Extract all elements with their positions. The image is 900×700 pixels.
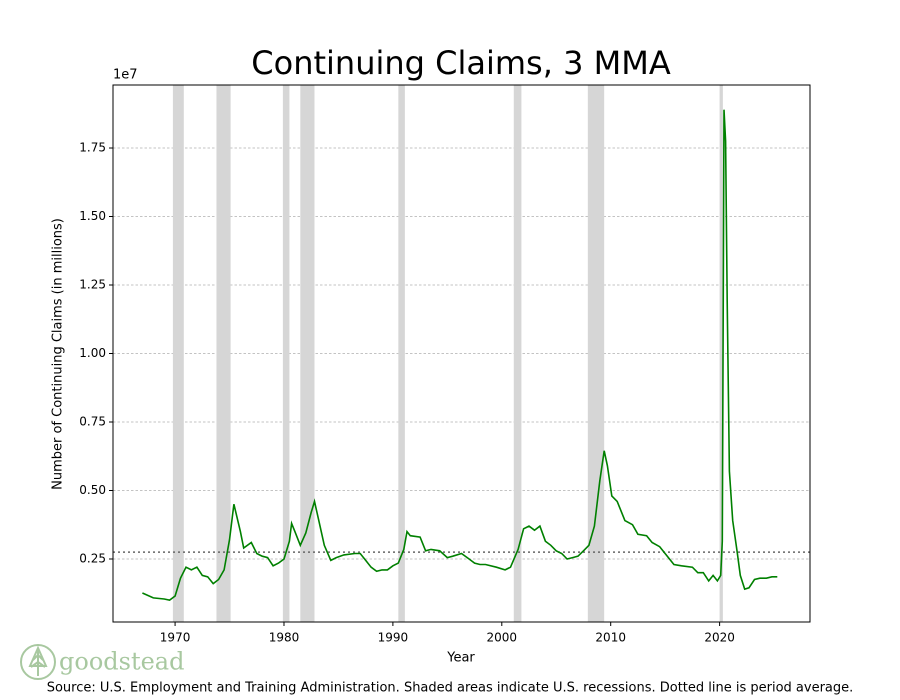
logo-text: goodstead <box>59 648 184 676</box>
x-tick-label: 2000 <box>487 631 518 645</box>
logo-icon <box>20 644 56 680</box>
y-tick-label: 1.25 <box>79 278 106 292</box>
recession-band <box>282 85 290 622</box>
source-note: Source: U.S. Employment and Training Adm… <box>47 681 854 696</box>
recession-band <box>172 85 184 622</box>
y-tick-label: 1.75 <box>79 141 106 155</box>
recession-band <box>719 85 723 622</box>
x-tick-label: 1970 <box>160 631 191 645</box>
x-tick-label: 2020 <box>704 631 735 645</box>
x-axis-label: Year <box>446 651 475 666</box>
recession-band <box>587 85 605 622</box>
x-tick-label: 1980 <box>269 631 300 645</box>
x-tick-label: 1990 <box>378 631 409 645</box>
recession-band <box>216 85 231 622</box>
y-offset-label: 1e7 <box>113 68 138 83</box>
data-line <box>142 109 778 601</box>
x-tick-label: 2010 <box>595 631 626 645</box>
y-axis-label: Number of Continuing Claims (in millions… <box>51 218 66 490</box>
y-tick-label: 1.50 <box>79 209 106 223</box>
recession-band <box>513 85 522 622</box>
y-tick-label: 0.25 <box>79 551 106 565</box>
recession-band <box>300 85 315 622</box>
chart-title: Continuing Claims, 3 MMA <box>251 44 671 82</box>
y-tick-label: 1.00 <box>79 346 106 360</box>
recession-band <box>398 85 405 622</box>
y-tick-label: 0.50 <box>79 483 106 497</box>
y-tick-label: 0.75 <box>79 414 106 428</box>
